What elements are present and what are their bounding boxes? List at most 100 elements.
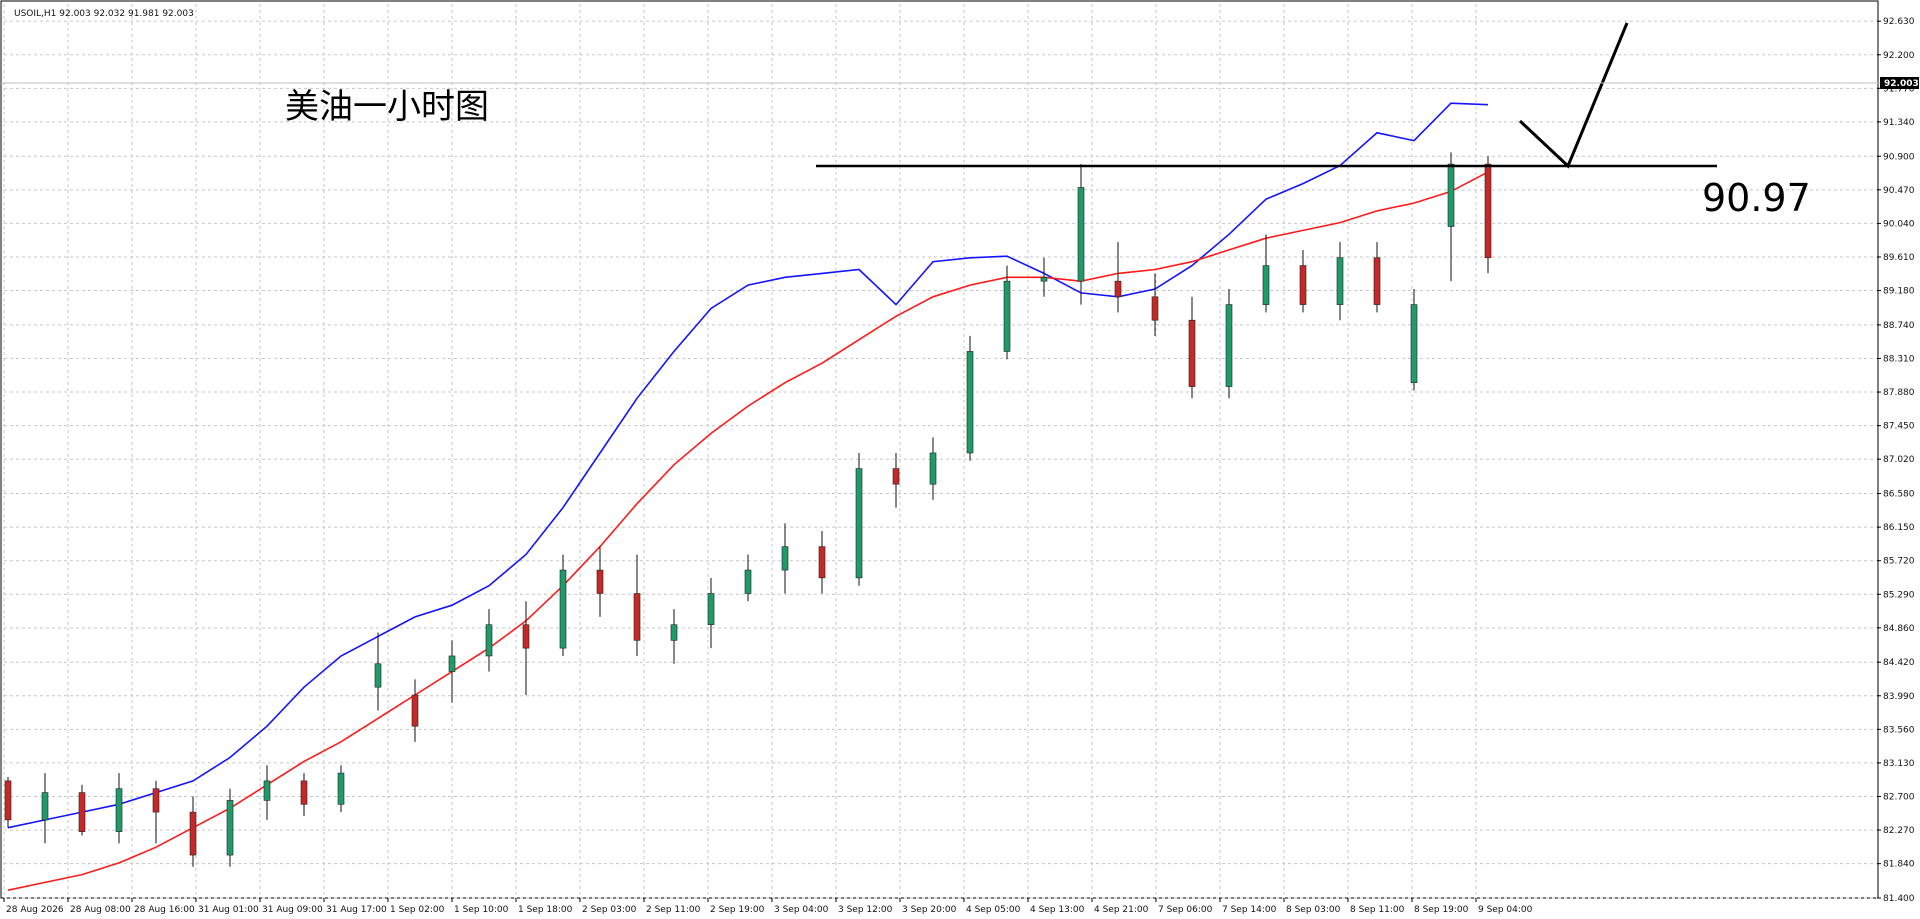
y-tick-label: 88.740 xyxy=(1883,321,1915,331)
x-tick-label: 8 Sep 03:00 xyxy=(1286,905,1341,915)
current-price-tag xyxy=(1880,77,1919,89)
y-tick-label: 87.020 xyxy=(1883,455,1915,465)
x-tick-label: 2 Sep 19:00 xyxy=(710,905,765,915)
time-axis: 28 Aug 2026 28 Aug 08:00 28 Aug 16:00 31 Au… xyxy=(3,898,1533,915)
x-tick-label: 7 Sep 06:00 xyxy=(1158,905,1213,915)
x-tick-label: 3 Sep 04:00 xyxy=(774,905,829,915)
y-tick-label: 90.900 xyxy=(1883,152,1915,162)
candle-bull xyxy=(1447,163,1455,227)
x-tick-label: 28 Aug 2026 xyxy=(6,905,64,915)
y-tick-label: 86.150 xyxy=(1883,523,1915,533)
y-tick-label: 81.840 xyxy=(1883,860,1915,870)
y-tick-label: 83.990 xyxy=(1883,692,1915,702)
x-tick-label: 31 Aug 09:00 xyxy=(262,905,323,915)
candle-bull xyxy=(226,800,234,856)
y-tick-label: 91.770 xyxy=(1883,84,1915,94)
y-tick-label: 83.130 xyxy=(1883,759,1915,769)
y-tick-label: 86.580 xyxy=(1883,490,1915,500)
y-tick-label: 87.880 xyxy=(1883,388,1915,398)
y-tick-label: 91.340 xyxy=(1883,118,1915,128)
candle-bull xyxy=(485,624,493,657)
candle-bear xyxy=(411,694,419,727)
x-tick-label: 4 Sep 13:00 xyxy=(1030,905,1085,915)
y-tick-label: 83.560 xyxy=(1883,725,1915,735)
y-tick-label: 82.270 xyxy=(1883,826,1915,836)
candle-bull xyxy=(1040,276,1048,282)
y-tick-label: 85.720 xyxy=(1883,557,1915,567)
candle-bear xyxy=(522,624,530,649)
x-tick-label: 8 Sep 11:00 xyxy=(1350,905,1405,915)
candle-bear xyxy=(892,468,900,485)
candle-bull xyxy=(1336,257,1344,305)
y-tick-label: 84.420 xyxy=(1883,658,1915,668)
x-tick-label: 9 Sep 04:00 xyxy=(1478,905,1533,915)
candle-bear xyxy=(300,780,308,805)
candle-bear xyxy=(1373,257,1381,305)
candle-bear xyxy=(4,780,12,821)
support-level-label: 90.97 xyxy=(1702,176,1811,220)
candle-bear xyxy=(633,593,641,641)
x-tick-label: 1 Sep 18:00 xyxy=(518,905,573,915)
candles xyxy=(4,152,1492,867)
x-tick-label: 1 Sep 10:00 xyxy=(454,905,509,915)
candle-bull xyxy=(781,546,789,571)
symbol-info: USOIL,H1 92.003 92.032 91.981 92.003 xyxy=(14,9,194,19)
candle-bull xyxy=(1262,265,1270,305)
y-tick-label: 87.450 xyxy=(1883,422,1915,432)
y-tick-label: 84.860 xyxy=(1883,624,1915,634)
candle-bull xyxy=(1003,280,1011,352)
y-tick-label: 82.700 xyxy=(1883,792,1915,802)
ma-fast-line xyxy=(7,102,1489,829)
candle-bear xyxy=(1188,319,1196,387)
y-tick-label: 89.610 xyxy=(1883,253,1915,263)
y-tick-label: 92.200 xyxy=(1883,51,1915,61)
candle-bull xyxy=(115,788,123,832)
x-tick-label: 4 Sep 21:00 xyxy=(1094,905,1149,915)
moving-averages xyxy=(7,102,1489,891)
chart-annotation-title: 美油一小时图 xyxy=(285,87,489,127)
candle-bear xyxy=(596,569,604,594)
current-price-tag-label: 92.003 xyxy=(1884,79,1919,89)
x-tick-label: 8 Sep 19:00 xyxy=(1414,905,1469,915)
candle-bull xyxy=(1410,304,1418,383)
x-tick-label: 1 Sep 02:00 xyxy=(390,905,445,915)
candle-bull xyxy=(559,569,567,649)
candle-bear xyxy=(189,811,197,856)
candle-bear xyxy=(1299,265,1307,305)
candle-bull xyxy=(374,663,382,688)
candle-bull xyxy=(744,569,752,594)
x-tick-label: 28 Aug 08:00 xyxy=(70,905,131,915)
y-tick-label: 88.310 xyxy=(1883,354,1915,364)
y-tick-label: 81.400 xyxy=(1883,894,1915,904)
price-axis: 92.630 92.200 91.770 91.340 90.900 90.470 90.0… xyxy=(1877,17,1915,904)
candle-bull xyxy=(1225,304,1233,387)
y-tick-label: 90.470 xyxy=(1883,186,1915,196)
candle-bull xyxy=(1077,187,1085,282)
y-tick-label: 92.630 xyxy=(1883,17,1915,27)
candle-bull xyxy=(670,624,678,641)
y-tick-label: 85.290 xyxy=(1883,590,1915,600)
candle-bear xyxy=(152,788,160,813)
candle-bull xyxy=(966,351,974,454)
x-tick-label: 3 Sep 12:00 xyxy=(838,905,893,915)
forecast-path xyxy=(1518,22,1629,169)
candle-bear xyxy=(1484,163,1492,259)
candle-bear xyxy=(818,546,826,579)
candle-bull xyxy=(337,772,345,805)
candle-bull xyxy=(707,593,715,626)
candle-bull xyxy=(448,655,456,672)
y-tick-label: 89.180 xyxy=(1883,287,1915,297)
y-tick-label: 90.040 xyxy=(1883,219,1915,229)
candle-bear xyxy=(1151,296,1159,321)
chart-frame xyxy=(0,0,1879,899)
candle-bull xyxy=(929,452,937,485)
candle-bear xyxy=(78,792,86,832)
candle-bear xyxy=(1114,280,1122,298)
x-tick-label: 31 Aug 01:00 xyxy=(198,905,259,915)
x-tick-label: 7 Sep 14:00 xyxy=(1222,905,1277,915)
grid xyxy=(3,4,1877,899)
x-tick-label: 4 Sep 05:00 xyxy=(966,905,1021,915)
ma-slow-line xyxy=(7,171,1489,891)
x-tick-label: 31 Aug 17:00 xyxy=(326,905,387,915)
